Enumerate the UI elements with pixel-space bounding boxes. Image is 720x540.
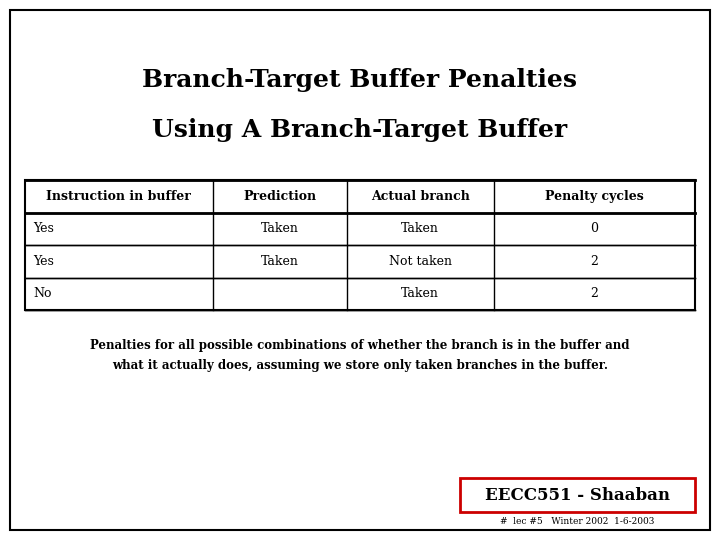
Text: Penalty cycles: Penalty cycles [545,190,644,202]
Text: EECC551 - Shaaban: EECC551 - Shaaban [485,487,670,503]
Text: No: No [33,287,52,300]
Text: Taken: Taken [401,222,439,235]
Bar [25,180,695,310]
Text: #  lec #5   Winter 2002  1-6-2003: # lec #5 Winter 2002 1-6-2003 [500,517,654,526]
Text: Not taken: Not taken [389,255,452,268]
Text: Taken: Taken [261,222,299,235]
Text: Yes: Yes [33,255,54,268]
Text: Taken: Taken [401,287,439,300]
Text: what it actually does, assuming we store only taken branches in the buffer.: what it actually does, assuming we store… [112,359,608,372]
Text: Instruction in buffer: Instruction in buffer [46,190,192,202]
Text: Taken: Taken [261,255,299,268]
Text: Branch-Target Buffer Penalties: Branch-Target Buffer Penalties [143,68,577,92]
Text: Using A Branch-Target Buffer: Using A Branch-Target Buffer [153,118,567,142]
Text: Yes: Yes [33,222,54,235]
Text: Prediction: Prediction [243,190,316,202]
Text: Penalties for all possible combinations of whether the branch is in the buffer a: Penalties for all possible combinations … [90,339,630,352]
Text: 0: 0 [590,222,598,235]
Bar [460,478,695,512]
Text: 2: 2 [590,255,598,268]
Text: 2: 2 [590,287,598,300]
Text: Actual branch: Actual branch [371,190,469,202]
